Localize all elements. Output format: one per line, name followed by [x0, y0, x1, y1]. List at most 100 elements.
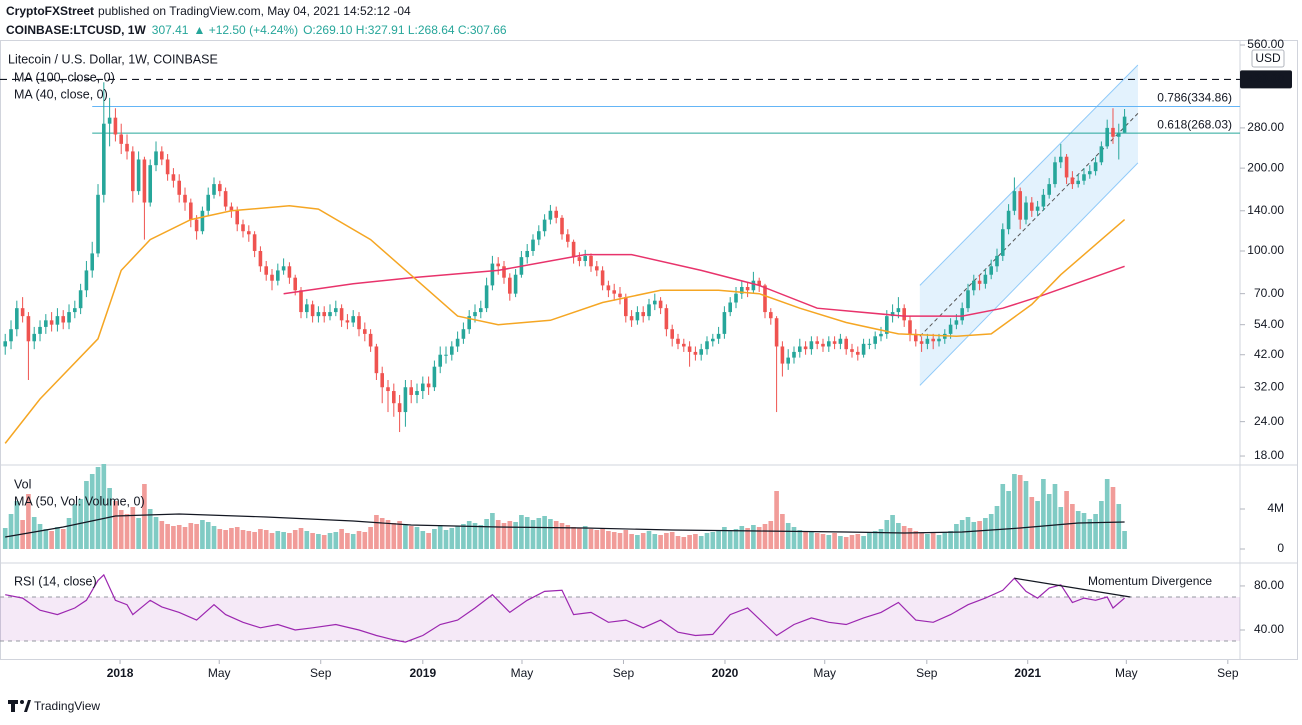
volume-bar	[26, 494, 31, 549]
candle-body	[421, 383, 425, 392]
footer: TradingView	[34, 699, 100, 713]
volume-bar	[588, 529, 594, 549]
volume-bar	[1110, 487, 1116, 549]
candle-body	[560, 217, 564, 235]
candle-body	[873, 336, 877, 344]
candle-body	[49, 320, 54, 325]
volume-bar	[704, 533, 710, 549]
candle-body	[508, 277, 512, 294]
candle-body	[716, 333, 721, 339]
candle-body	[960, 308, 964, 321]
candle-body	[792, 351, 796, 358]
candle-body	[218, 184, 222, 192]
volume-bar	[1081, 513, 1087, 549]
volume-bar	[971, 522, 977, 549]
candle-body	[867, 343, 872, 345]
x-tick-label: 2018	[107, 666, 134, 680]
volume-bar	[455, 526, 460, 549]
candle-body	[450, 346, 454, 355]
volume-bar	[536, 518, 542, 549]
candle-body	[363, 329, 367, 334]
candle-body	[803, 346, 808, 350]
volume-bar	[472, 523, 478, 549]
volume-bar	[153, 517, 159, 549]
volume-bar	[391, 523, 397, 549]
candle-body	[1058, 156, 1063, 163]
rsi-line	[5, 573, 1125, 643]
candle-body	[1024, 202, 1028, 220]
volume-bar	[194, 524, 199, 549]
volume-bar	[994, 506, 1000, 549]
candle-body	[305, 304, 309, 313]
y-tick-label: 40.00	[1254, 622, 1284, 636]
volume-bar	[1017, 475, 1023, 549]
annotation: Momentum Divergence	[1088, 574, 1212, 588]
volume-bar	[675, 536, 681, 549]
volume-bar	[130, 507, 136, 549]
volume-bar	[124, 514, 130, 549]
volume-bar	[658, 535, 663, 549]
volume-bar	[385, 520, 391, 549]
candle-body	[600, 270, 605, 286]
volume-bar	[176, 525, 182, 549]
volume-bar	[855, 534, 861, 549]
candle-body	[861, 343, 866, 355]
volume-bar	[913, 531, 919, 549]
candle-body	[937, 338, 941, 342]
volume-bar	[872, 531, 878, 549]
candle-body	[653, 300, 657, 305]
candle-body	[513, 274, 518, 294]
volume-bar	[640, 533, 646, 549]
candle-body	[658, 300, 663, 309]
candle-body	[1087, 171, 1092, 175]
y-tick-label: 70.00	[1254, 286, 1284, 300]
volume-bar	[977, 521, 982, 549]
volume-bar	[229, 528, 234, 549]
volume-bar	[321, 535, 327, 549]
candle-body	[154, 151, 158, 166]
volume-bar	[983, 518, 988, 549]
x-tick-label: Sep	[1217, 666, 1239, 680]
y-tick-label: 24.00	[1254, 414, 1284, 428]
volume-bar	[553, 521, 559, 549]
divergence-line	[1014, 577, 1131, 598]
candle-body	[768, 312, 773, 319]
volume-bar	[55, 527, 60, 549]
candle-body	[357, 316, 361, 330]
volume-bar	[733, 529, 739, 549]
candle-body	[264, 266, 269, 275]
volume-bar	[988, 514, 994, 549]
candle-body	[84, 270, 89, 291]
volume-bar	[269, 533, 275, 549]
candle-body	[270, 274, 274, 281]
volume-bar	[901, 526, 907, 549]
volume-bar	[159, 521, 165, 549]
candle-body	[780, 346, 785, 364]
volume-bar	[791, 527, 797, 549]
candle-body	[896, 308, 901, 313]
volume-bar	[287, 533, 292, 549]
currency-box	[1251, 49, 1285, 68]
candle-body	[32, 333, 37, 342]
volume-bar	[797, 530, 803, 549]
candle-body	[374, 346, 379, 374]
volume-bar	[936, 535, 942, 549]
volume-bar	[339, 529, 344, 549]
candle-body	[1018, 191, 1022, 220]
candle-body	[287, 266, 292, 278]
volume-bar	[1075, 511, 1081, 549]
volume-title: Vol	[14, 477, 31, 491]
candle-body	[107, 117, 112, 124]
candle-body	[757, 280, 761, 286]
candle-body	[531, 239, 535, 252]
y-tick-label: 54.00	[1254, 317, 1284, 331]
volume-bar	[113, 501, 118, 549]
volume-bar	[942, 532, 948, 549]
volume-bar	[258, 529, 263, 549]
volume-bar	[252, 532, 257, 549]
candle-body	[577, 257, 582, 261]
candle-body	[467, 316, 472, 330]
candle-body	[368, 333, 373, 347]
volume-bar	[66, 518, 72, 549]
candle-body	[1116, 132, 1121, 137]
